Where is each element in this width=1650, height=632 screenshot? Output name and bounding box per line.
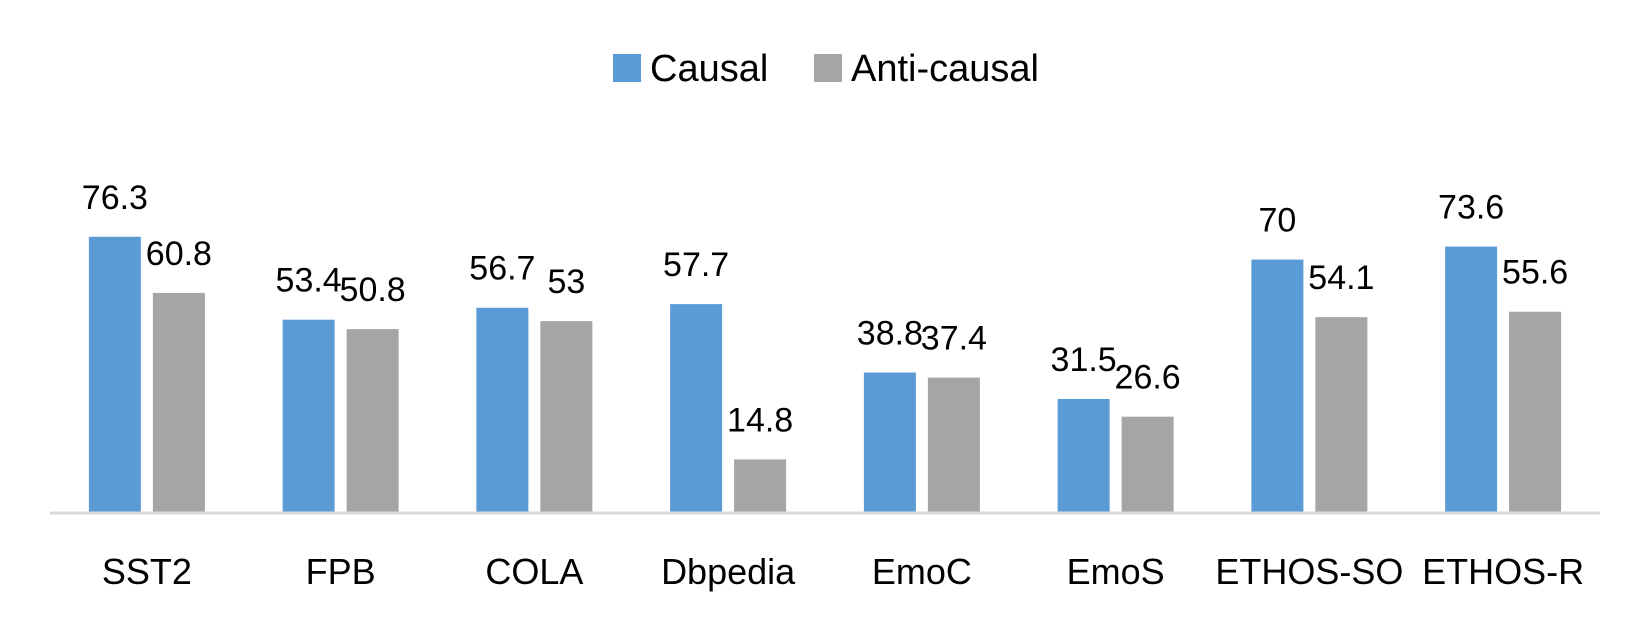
x-tick-labels-group: SST2 FPB COLA Dbpedia EmoC EmoS ETHOS-SO ETHOS-… <box>102 551 1584 592</box>
value-label-causal-ethos-r: 73.6 <box>1438 189 1504 227</box>
x-tick-label-ethos-r: ETHOS-R <box>1422 551 1584 592</box>
bar-causal-sst2 <box>88 236 141 513</box>
value-label-anti-causal-emoc: 37.4 <box>921 320 987 358</box>
bar-anti-causal-ethos-so <box>1315 317 1368 513</box>
x-tick-label-fpb: FPB <box>306 551 376 592</box>
x-tick-label-emoc: EmoC <box>872 551 972 592</box>
bar-causal-ethos-so <box>1251 259 1304 513</box>
bar-causal-emos <box>1057 398 1110 513</box>
value-label-causal-emos: 31.5 <box>1051 341 1117 379</box>
bar-causal-ethos-r <box>1445 246 1498 513</box>
value-label-anti-causal-ethos-r: 55.6 <box>1502 254 1568 292</box>
value-label-anti-causal-fpb: 50.8 <box>340 271 406 309</box>
value-label-causal-sst2: 76.3 <box>82 179 148 217</box>
value-label-anti-causal-sst2: 60.8 <box>146 235 212 273</box>
legend: Causal Anti-causal <box>613 48 1039 90</box>
value-labels-group: 76.3 60.8 53.450.8 56.7 53 57.7 14.8 38.837.4 31… <box>82 179 1568 440</box>
legend-swatch-anti-causal <box>814 54 842 82</box>
legend-label-causal: Causal <box>650 48 768 90</box>
legend-swatch-causal <box>613 54 641 82</box>
legend-label-anti-causal: Anti-causal <box>851 48 1039 90</box>
bar-anti-causal-ethos-r <box>1509 311 1562 513</box>
value-label-causal-ethos-so: 70 <box>1258 202 1296 240</box>
value-label-anti-causal-cola: 53 <box>547 263 585 301</box>
value-label-causal-fpb: 53.4 <box>276 262 342 300</box>
bar-causal-fpb <box>282 319 335 513</box>
x-tick-label-emos: EmoS <box>1067 551 1165 592</box>
x-tick-label-cola: COLA <box>485 551 583 592</box>
value-label-causal-dbpedia: 57.7 <box>663 246 729 284</box>
x-tick-label-sst2: SST2 <box>102 551 192 592</box>
bar-causal-emoc <box>863 372 916 513</box>
bar-anti-causal-emoc <box>927 377 980 513</box>
bar-anti-causal-emos <box>1121 416 1174 513</box>
bar-anti-causal-sst2 <box>152 292 205 513</box>
value-label-causal-emoc: 38.8 <box>857 315 923 353</box>
bar-anti-causal-fpb <box>346 329 399 513</box>
x-tick-label-ethos-so: ETHOS-SO <box>1215 551 1403 592</box>
bar-anti-causal-dbpedia <box>734 459 787 513</box>
value-label-anti-causal-emos: 26.6 <box>1115 359 1181 397</box>
bar-causal-cola <box>476 307 529 513</box>
x-tick-label-dbpedia: Dbpedia <box>661 551 796 592</box>
value-label-anti-causal-dbpedia: 14.8 <box>727 401 793 439</box>
bar-causal-dbpedia <box>670 304 723 513</box>
bar-anti-causal-cola <box>540 321 593 513</box>
value-label-causal-cola: 56.7 <box>469 250 535 288</box>
bars-group <box>88 236 1562 513</box>
value-label-anti-causal-ethos-so: 54.1 <box>1308 259 1374 297</box>
